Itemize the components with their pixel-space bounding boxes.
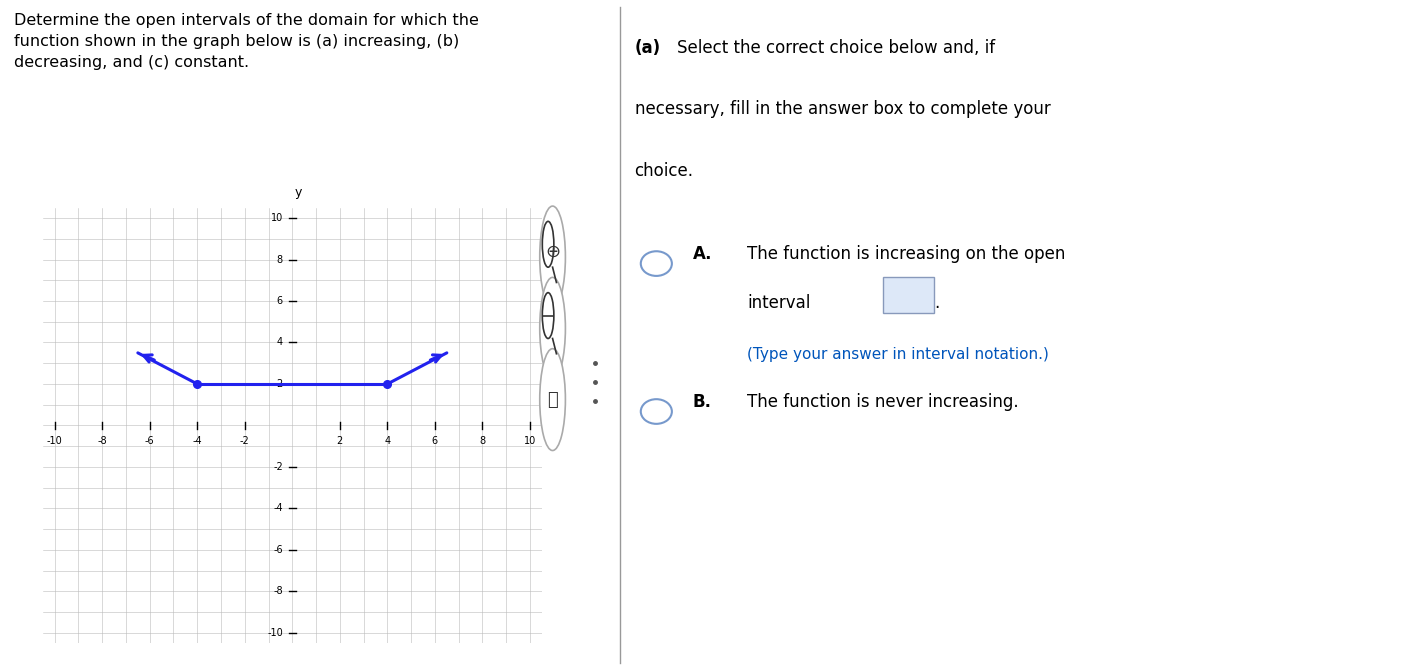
Text: 10: 10 <box>523 436 536 446</box>
Text: 4: 4 <box>277 338 282 348</box>
Circle shape <box>540 348 565 450</box>
Text: 4: 4 <box>385 436 391 446</box>
Text: 8: 8 <box>479 436 485 446</box>
Text: -6: -6 <box>145 436 154 446</box>
Text: choice.: choice. <box>635 162 693 180</box>
FancyBboxPatch shape <box>579 340 610 424</box>
Text: B.: B. <box>693 393 712 411</box>
Text: -4: -4 <box>193 436 202 446</box>
Circle shape <box>540 206 565 308</box>
Text: .: . <box>934 294 940 312</box>
Text: -2: -2 <box>240 436 250 446</box>
Text: 2: 2 <box>337 436 344 446</box>
Text: -4: -4 <box>274 503 282 513</box>
Text: Determine the open intervals of the domain for which the
function shown in the g: Determine the open intervals of the doma… <box>14 13 479 70</box>
Text: -8: -8 <box>97 436 107 446</box>
Circle shape <box>640 399 672 424</box>
Text: 10: 10 <box>271 213 282 223</box>
Text: The function is never increasing.: The function is never increasing. <box>747 393 1020 411</box>
Text: 6: 6 <box>432 436 438 446</box>
Text: The function is increasing on the open: The function is increasing on the open <box>747 245 1065 263</box>
Text: interval: interval <box>747 294 810 312</box>
Text: x: x <box>553 413 562 425</box>
Text: -10: -10 <box>267 628 282 638</box>
Text: 2: 2 <box>277 379 282 389</box>
Text: ⧉: ⧉ <box>548 391 558 409</box>
Text: (a): (a) <box>635 39 660 56</box>
Text: -2: -2 <box>272 462 282 472</box>
Circle shape <box>640 251 672 276</box>
FancyBboxPatch shape <box>883 277 934 313</box>
Text: y: y <box>295 186 302 200</box>
Text: ⊕: ⊕ <box>545 243 560 261</box>
Text: 8: 8 <box>277 255 282 265</box>
Text: -6: -6 <box>274 545 282 555</box>
Text: -10: -10 <box>47 436 63 446</box>
Text: Select the correct choice below and, if: Select the correct choice below and, if <box>677 39 995 56</box>
Circle shape <box>540 277 565 379</box>
Text: A.: A. <box>693 245 713 263</box>
Text: necessary, fill in the answer box to complete your: necessary, fill in the answer box to com… <box>635 100 1051 118</box>
Text: 6: 6 <box>277 296 282 306</box>
Text: (Type your answer in interval notation.): (Type your answer in interval notation.) <box>747 347 1050 362</box>
Text: -8: -8 <box>274 586 282 596</box>
